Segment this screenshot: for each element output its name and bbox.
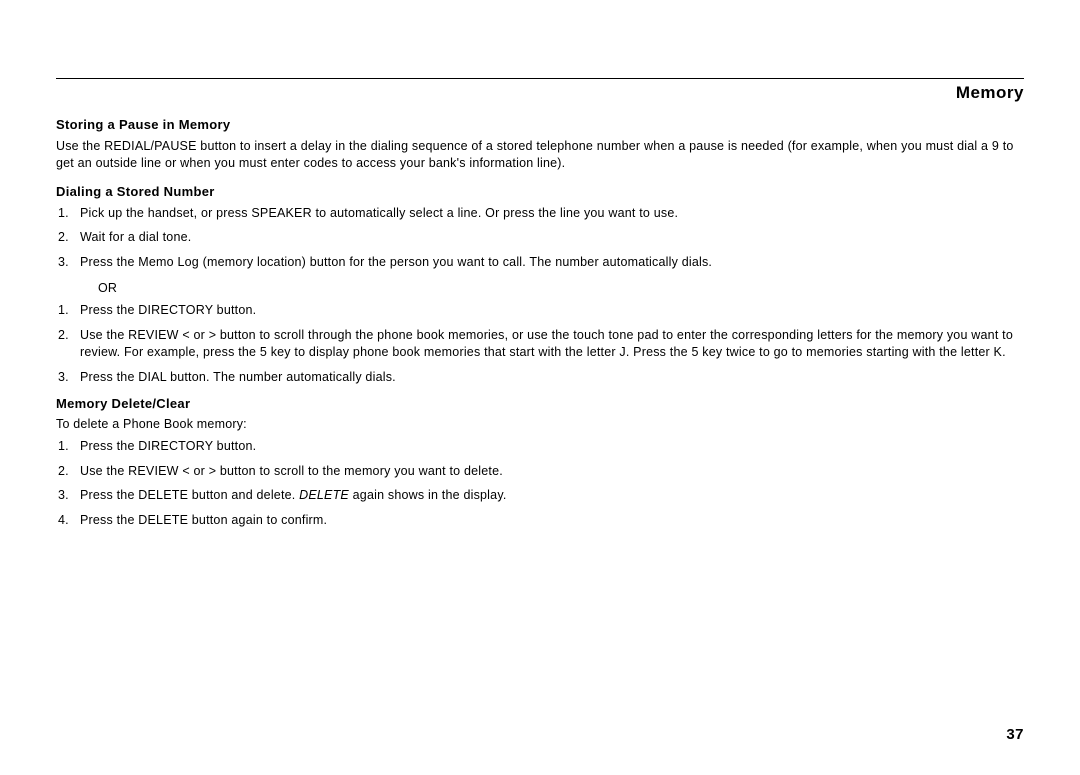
list-number: 2. xyxy=(56,327,80,362)
list-number: 3. xyxy=(56,487,80,505)
pause-body: Use the REDIAL/PAUSE button to insert a … xyxy=(56,138,1024,172)
list-text: Pick up the handset, or press SPEAKER to… xyxy=(80,205,1024,223)
list-item: 2. Use the REVIEW < or > button to scrol… xyxy=(56,327,1024,362)
list-number: 4. xyxy=(56,512,80,530)
list-number: 2. xyxy=(56,463,80,481)
list-item: 1. Press the DIRECTORY button. xyxy=(56,302,1024,320)
list-number: 1. xyxy=(56,205,80,223)
list-number: 2. xyxy=(56,229,80,247)
page-number: 37 xyxy=(1006,726,1024,743)
list-text: Press the DELETE button and delete. DELE… xyxy=(80,487,1024,505)
list-number: 1. xyxy=(56,302,80,320)
header-rule xyxy=(56,78,1024,79)
or-separator: OR xyxy=(98,281,1024,295)
section-title-dialing: Dialing a Stored Number xyxy=(56,184,1024,199)
list-text: Press the DIAL button. The number automa… xyxy=(80,369,1024,387)
list-item: 3. Press the Memo Log (memory location) … xyxy=(56,254,1024,272)
text-pre: Press the DELETE button and delete. xyxy=(80,488,299,502)
list-item: 1. Press the DIRECTORY button. xyxy=(56,438,1024,456)
list-item: 3. Press the DIAL button. The number aut… xyxy=(56,369,1024,387)
dialing-list-1: 1. Pick up the handset, or press SPEAKER… xyxy=(56,205,1024,272)
list-number: 1. xyxy=(56,438,80,456)
list-item: 3. Press the DELETE button and delete. D… xyxy=(56,487,1024,505)
manual-page: Memory Storing a Pause in Memory Use the… xyxy=(0,0,1080,529)
list-text: Press the DIRECTORY button. xyxy=(80,302,1024,320)
list-text: Use the REVIEW < or > button to scroll t… xyxy=(80,327,1024,362)
list-item: 1. Pick up the handset, or press SPEAKER… xyxy=(56,205,1024,223)
delete-intro: To delete a Phone Book memory: xyxy=(56,417,1024,431)
section-title-pause: Storing a Pause in Memory xyxy=(56,117,1024,132)
text-post: again shows in the display. xyxy=(349,488,507,502)
delete-list: 1. Press the DIRECTORY button. 2. Use th… xyxy=(56,438,1024,529)
list-item: 4. Press the DELETE button again to conf… xyxy=(56,512,1024,530)
list-item: 2. Use the REVIEW < or > button to scrol… xyxy=(56,463,1024,481)
list-number: 3. xyxy=(56,254,80,272)
chapter-title: Memory xyxy=(56,83,1024,103)
section-title-delete: Memory Delete/Clear xyxy=(56,396,1024,411)
list-number: 3. xyxy=(56,369,80,387)
dialing-list-2: 1. Press the DIRECTORY button. 2. Use th… xyxy=(56,302,1024,386)
list-text: Press the Memo Log (memory location) but… xyxy=(80,254,1024,272)
list-item: 2. Wait for a dial tone. xyxy=(56,229,1024,247)
list-text: Use the REVIEW < or > button to scroll t… xyxy=(80,463,1024,481)
list-text: Wait for a dial tone. xyxy=(80,229,1024,247)
list-text: Press the DIRECTORY button. xyxy=(80,438,1024,456)
list-text: Press the DELETE button again to confirm… xyxy=(80,512,1024,530)
text-emphasis: DELETE xyxy=(299,488,349,502)
